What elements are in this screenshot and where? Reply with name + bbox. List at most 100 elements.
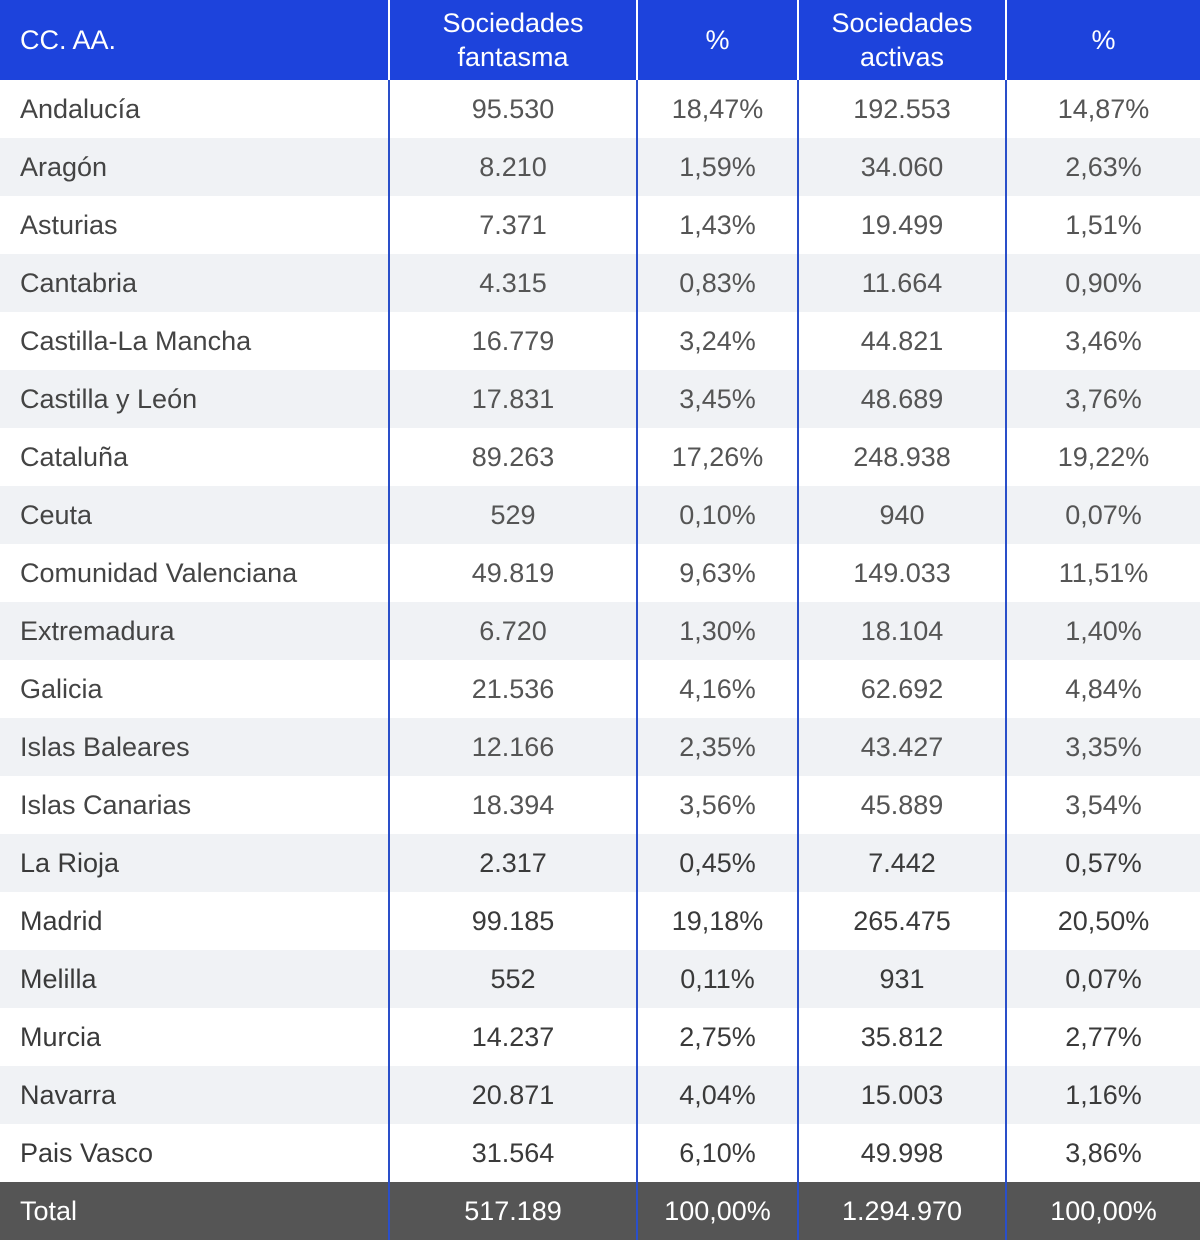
table-row: Castilla-La Mancha 16.779 3,24% 44.821 3,46% (0, 312, 1200, 370)
region-cell: La Rioja (0, 834, 389, 892)
value-cell: 1,30% (636, 602, 798, 660)
value-cell: 0,90% (1005, 254, 1200, 312)
value-cell: 940 (797, 486, 1006, 544)
region-cell: Navarra (0, 1066, 389, 1124)
value-cell: 89.263 (388, 428, 637, 486)
value-cell: 6.720 (388, 602, 637, 660)
value-cell: 99.185 (388, 892, 637, 950)
region-cell: Melilla (0, 950, 389, 1008)
table-row: Ceuta 529 0,10% 940 0,07% (0, 486, 1200, 544)
value-cell: 95.530 (388, 80, 637, 138)
value-cell: 0,07% (1005, 486, 1200, 544)
value-cell: 8.210 (388, 138, 637, 196)
value-cell: 3,45% (636, 370, 798, 428)
table-row: La Rioja 2.317 0,45% 7.442 0,57% (0, 834, 1200, 892)
header-cell: Sociedades activas (797, 0, 1006, 80)
table-row: Aragón 8.210 1,59% 34.060 2,63% (0, 138, 1200, 196)
value-cell: 44.821 (797, 312, 1006, 370)
table-row: Cataluña 89.263 17,26% 248.938 19,22% (0, 428, 1200, 486)
region-cell: Cantabria (0, 254, 389, 312)
table-row: Asturias 7.371 1,43% 19.499 1,51% (0, 196, 1200, 254)
value-cell: 4,04% (636, 1066, 798, 1124)
value-cell: 3,35% (1005, 718, 1200, 776)
header-cell: % (1005, 0, 1200, 80)
header-cell: CC. AA. (0, 0, 389, 80)
table-row: Madrid 99.185 19,18% 265.475 20,50% (0, 892, 1200, 950)
value-cell: 19,22% (1005, 428, 1200, 486)
total-cell: 100,00% (1005, 1182, 1200, 1240)
header-cell: % (636, 0, 798, 80)
table-row: Extremadura 6.720 1,30% 18.104 1,40% (0, 602, 1200, 660)
value-cell: 4,84% (1005, 660, 1200, 718)
table-row: Islas Canarias 18.394 3,56% 45.889 3,54% (0, 776, 1200, 834)
value-cell: 1,40% (1005, 602, 1200, 660)
total-row: Total 517.189 100,00% 1.294.970 100,00% (0, 1182, 1200, 1240)
value-cell: 9,63% (636, 544, 798, 602)
value-cell: 2,77% (1005, 1008, 1200, 1066)
region-cell: Aragón (0, 138, 389, 196)
value-cell: 265.475 (797, 892, 1006, 950)
table-row: Murcia 14.237 2,75% 35.812 2,77% (0, 1008, 1200, 1066)
value-cell: 1,16% (1005, 1066, 1200, 1124)
value-cell: 0,57% (1005, 834, 1200, 892)
table-footer: Total 517.189 100,00% 1.294.970 100,00% (0, 1182, 1200, 1240)
value-cell: 14.237 (388, 1008, 637, 1066)
value-cell: 18.394 (388, 776, 637, 834)
value-cell: 49.998 (797, 1124, 1006, 1182)
value-cell: 20,50% (1005, 892, 1200, 950)
table-row: Melilla 552 0,11% 931 0,07% (0, 950, 1200, 1008)
total-cell: 100,00% (636, 1182, 798, 1240)
table-header: CC. AA. Sociedades fantasma% Sociedades ac… (0, 0, 1200, 80)
value-cell: 552 (388, 950, 637, 1008)
value-cell: 3,46% (1005, 312, 1200, 370)
value-cell: 4,16% (636, 660, 798, 718)
header-cell: Sociedades fantasma (388, 0, 637, 80)
value-cell: 17.831 (388, 370, 637, 428)
value-cell: 12.166 (388, 718, 637, 776)
region-cell: Castilla y León (0, 370, 389, 428)
region-cell: Madrid (20, 905, 103, 936)
value-cell: 1,43% (636, 196, 798, 254)
value-cell: 48.689 (797, 370, 1006, 428)
value-cell: 2,75% (636, 1008, 798, 1066)
value-cell: 0,10% (636, 486, 798, 544)
value-cell: 931 (797, 950, 1006, 1008)
value-cell: 2.317 (388, 834, 637, 892)
header-row: CC. AA. Sociedades fantasma% Sociedades ac… (0, 0, 1200, 80)
value-cell: 19.499 (797, 196, 1006, 254)
value-cell: 2,35% (636, 718, 798, 776)
table-row: Comunidad Valenciana 49.819 9,63% 149.033 11… (0, 544, 1200, 602)
value-cell: 192.553 (797, 80, 1006, 138)
value-cell: 3,24% (636, 312, 798, 370)
value-cell: 3,76% (1005, 370, 1200, 428)
region-cell: Galicia (20, 673, 103, 704)
total-cell: 1.294.970 (797, 1182, 1006, 1240)
region-cell: Ceuta (0, 486, 389, 544)
value-cell: 15.003 (797, 1066, 1006, 1124)
value-cell: 31.564 (388, 1124, 637, 1182)
value-cell: 11,51% (1005, 544, 1200, 602)
region-cell: Castilla-La Mancha (20, 325, 252, 356)
total-cell: Total (0, 1182, 389, 1240)
table-row: Islas Baleares 12.166 2,35% 43.427 3,35% (0, 718, 1200, 776)
region-cell: Cataluña (20, 441, 129, 472)
value-cell: 2,63% (1005, 138, 1200, 196)
value-cell: 35.812 (797, 1008, 1006, 1066)
region-cell: Asturias (20, 209, 118, 240)
region-cell: Pais Vasco (20, 1137, 154, 1168)
region-cell: Islas Baleares (0, 718, 389, 776)
total-cell: 517.189 (388, 1182, 637, 1240)
value-cell: 14,87% (1005, 80, 1200, 138)
table-row: Cantabria 4.315 0,83% 11.664 0,90% (0, 254, 1200, 312)
table-row: Castilla y León 17.831 3,45% 48.689 3,76% (0, 370, 1200, 428)
value-cell: 7.371 (388, 196, 637, 254)
region-cell: Extremadura (0, 602, 389, 660)
value-cell: 149.033 (797, 544, 1006, 602)
value-cell: 1,51% (1005, 196, 1200, 254)
region-cell: Islas Canarias (20, 789, 192, 820)
value-cell: 19,18% (636, 892, 798, 950)
region-cell: Comunidad Valenciana (20, 557, 298, 588)
value-cell: 248.938 (797, 428, 1006, 486)
